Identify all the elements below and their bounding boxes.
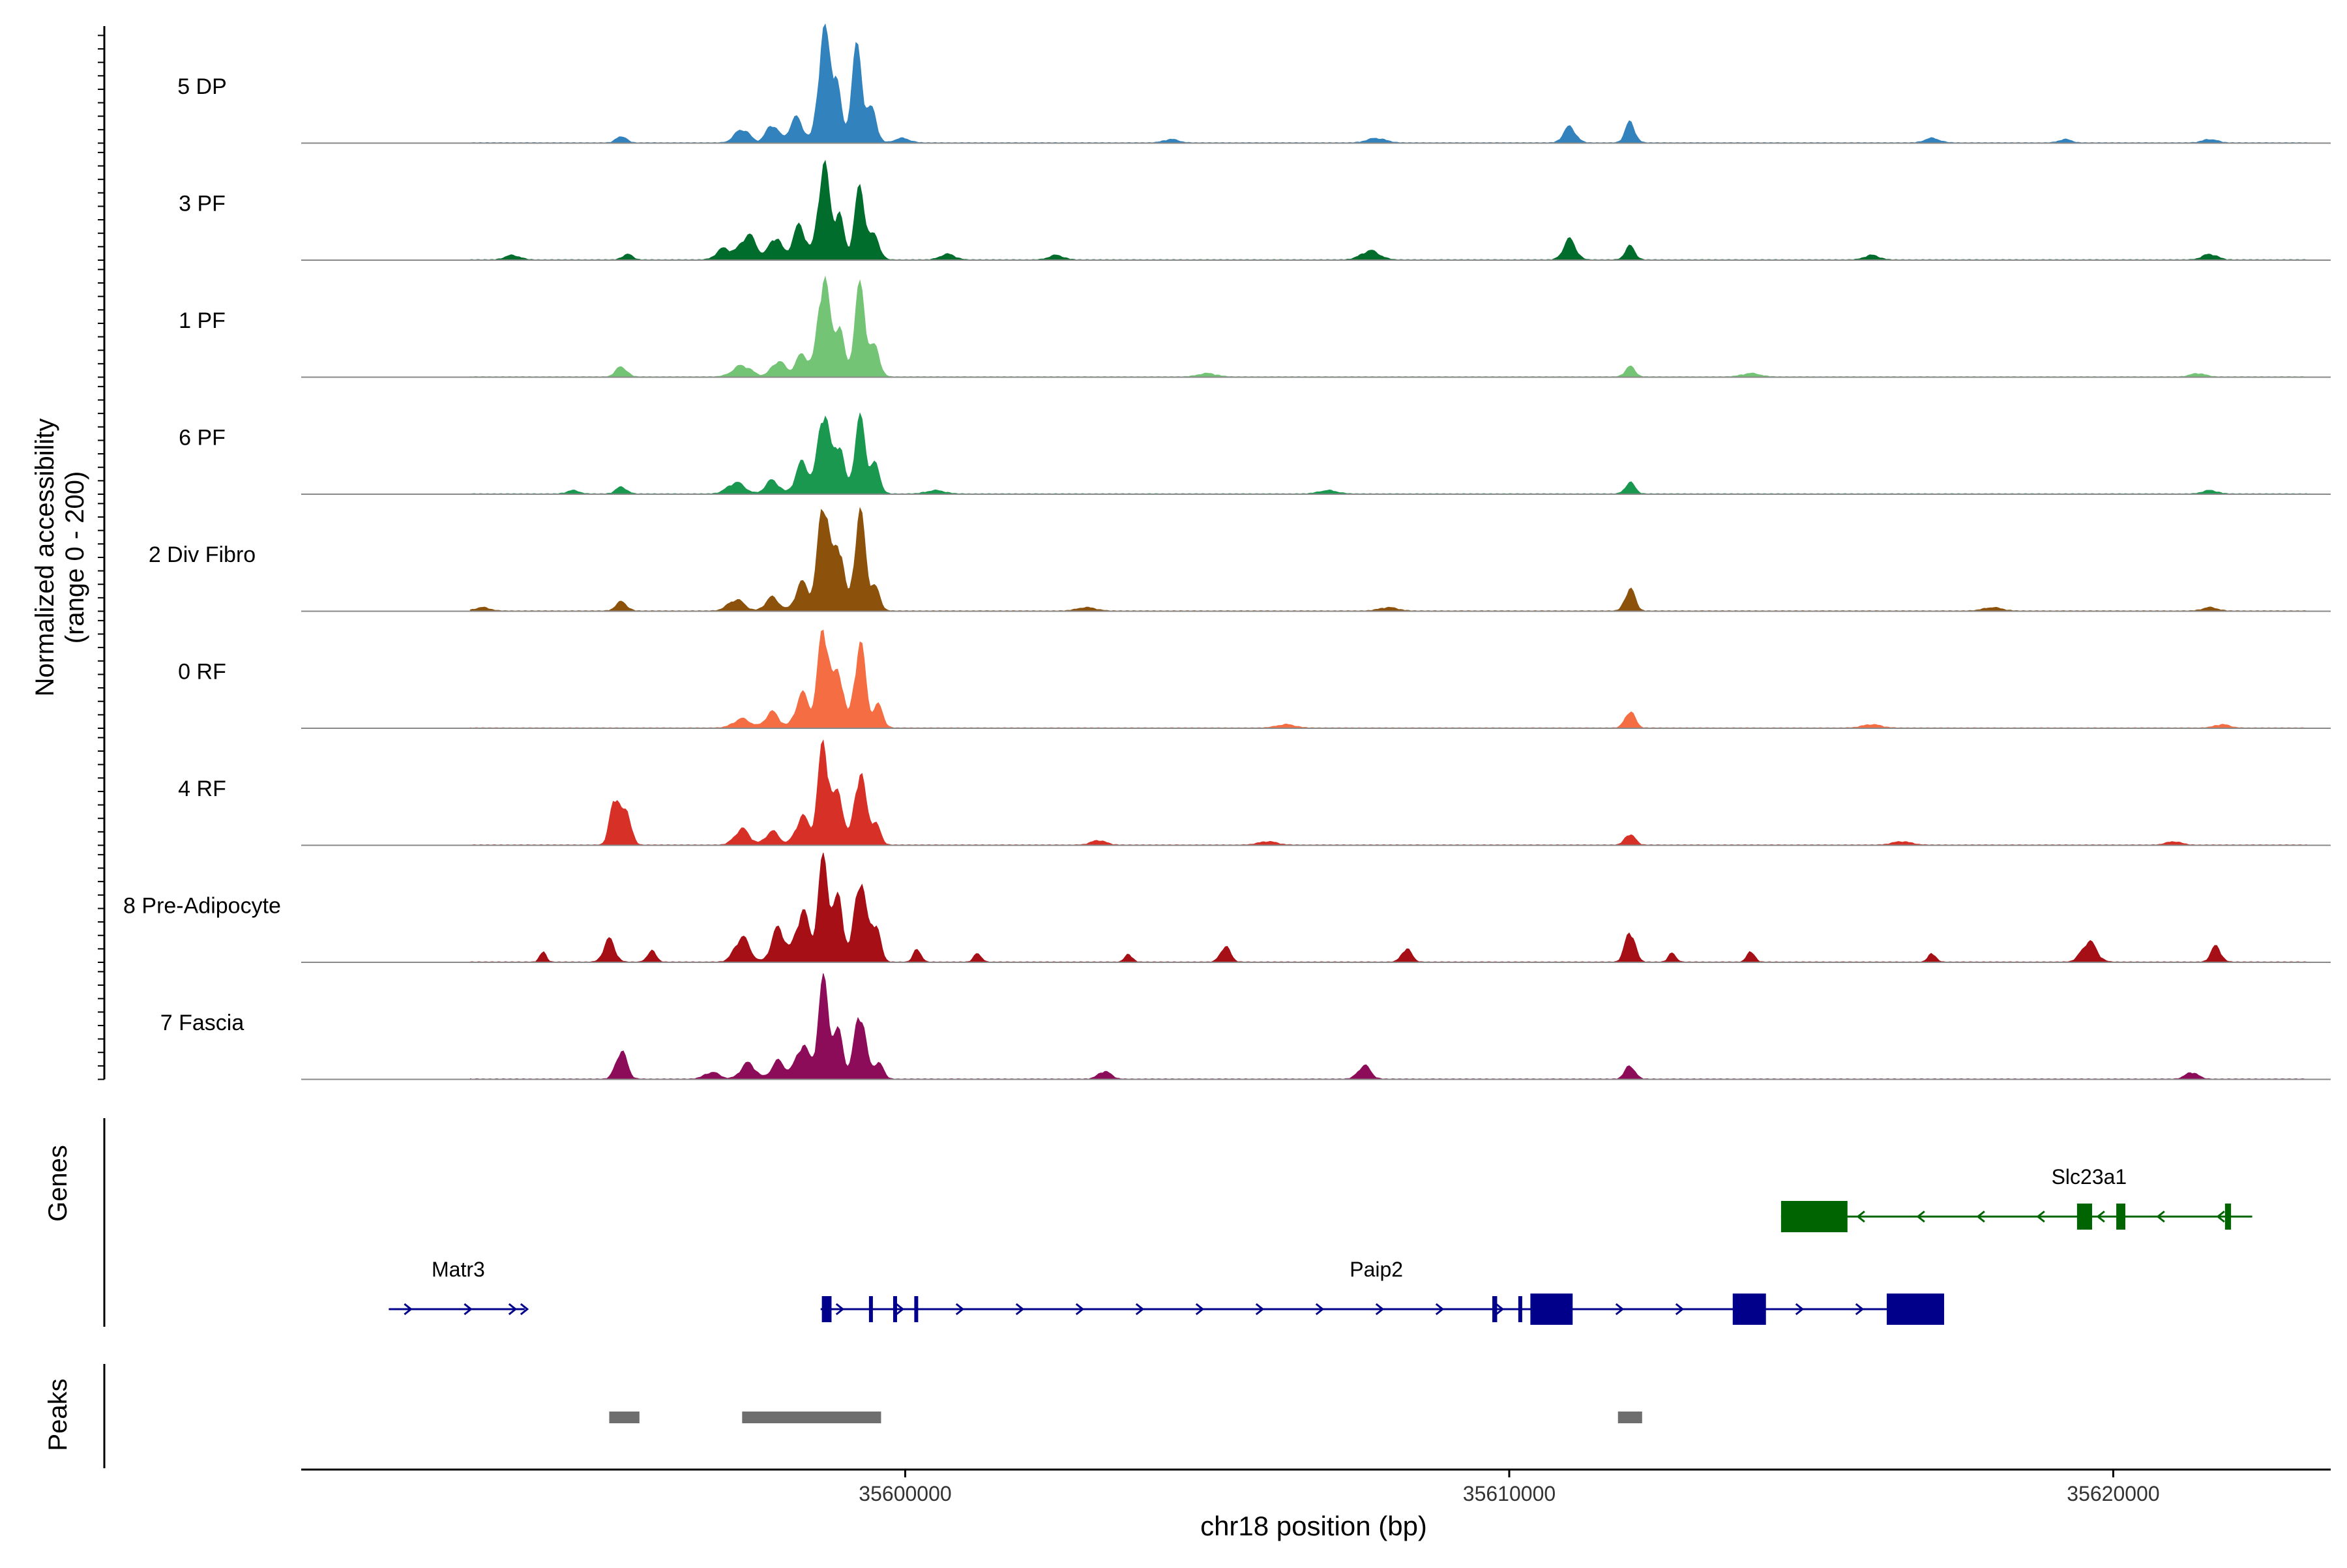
strand-chevron xyxy=(1855,1303,1865,1316)
y-axis-range-label: (range 0 - 200) xyxy=(61,471,89,644)
strand-chevron xyxy=(2216,1210,2225,1223)
coverage-track: 6 PF xyxy=(179,412,2331,495)
peak-region xyxy=(609,1412,640,1423)
gene-exon xyxy=(914,1296,919,1322)
y-axis-label: Normalized accessibility xyxy=(31,419,59,697)
gene-exon xyxy=(2116,1204,2125,1230)
coverage-track: 7 Fascia xyxy=(160,973,2331,1080)
coverage-area xyxy=(469,739,2307,846)
x-tick-label: 35620000 xyxy=(2067,1482,2159,1505)
gene-label: Paip2 xyxy=(1350,1258,1403,1281)
track-label: 5 DP xyxy=(177,74,227,99)
strand-chevron xyxy=(955,1303,965,1316)
strand-chevron xyxy=(1856,1210,1865,1223)
y-axis-title: Normalized accessibility (range 0 - 200) xyxy=(31,419,89,697)
coverage-area xyxy=(469,852,2307,963)
gene-exon xyxy=(2076,1204,2093,1230)
strand-chevron xyxy=(1495,1303,1505,1316)
gene-exon xyxy=(1518,1296,1522,1322)
strand-chevron xyxy=(1195,1303,1205,1316)
track-label: 2 Div Fibro xyxy=(149,542,256,567)
strand-chevron xyxy=(1075,1303,1085,1316)
track-label: 1 PF xyxy=(179,308,226,333)
strand-chevron xyxy=(835,1303,845,1316)
gene-exon xyxy=(2224,1204,2232,1230)
strand-chevron xyxy=(1675,1303,1685,1316)
coverage-area xyxy=(469,507,2307,612)
strand-chevron xyxy=(404,1303,413,1316)
strand-chevron xyxy=(1795,1303,1805,1316)
strand-chevron xyxy=(2036,1210,2045,1223)
coverage-track: 2 Div Fibro xyxy=(149,507,2331,612)
strand-chevron xyxy=(1976,1210,1985,1223)
gene-model: Slc23a1 xyxy=(1780,1165,2252,1232)
coverage-area xyxy=(469,275,2307,378)
gene-exon xyxy=(1530,1294,1573,1325)
track-label: 4 RF xyxy=(178,777,226,801)
gene-model: Paip2 xyxy=(820,1258,1945,1325)
coverage-area xyxy=(470,23,2307,144)
gene-label: Slc23a1 xyxy=(2052,1165,2127,1189)
x-axis-label: chr18 position (bp) xyxy=(1200,1511,1427,1541)
strand-chevron xyxy=(1615,1303,1625,1316)
coverage-track: 5 DP xyxy=(177,23,2331,144)
coverage-track: 8 Pre-Adipocyte xyxy=(123,852,2331,963)
strand-chevron xyxy=(1435,1303,1445,1316)
gene-exon xyxy=(821,1296,832,1322)
gene-exon xyxy=(1492,1296,1498,1322)
gene-exon xyxy=(1780,1201,1848,1232)
x-axis: 35600000 35610000 35620000 xyxy=(301,1468,2331,1505)
coverage-track: 0 RF xyxy=(178,629,2331,729)
strand-chevron xyxy=(1135,1303,1145,1316)
coverage-area xyxy=(469,412,2307,495)
track-label: 3 PF xyxy=(179,192,226,216)
peak-region xyxy=(1617,1412,1642,1423)
strand-chevron xyxy=(1315,1303,1325,1316)
coverage-track: 1 PF xyxy=(179,275,2331,378)
strand-chevron xyxy=(508,1303,518,1316)
coverage-track: 3 PF xyxy=(179,159,2331,261)
track-label: 0 RF xyxy=(178,660,226,685)
track-label: 6 PF xyxy=(179,426,226,451)
coverage-area xyxy=(469,159,2307,261)
strand-chevron xyxy=(1916,1210,1925,1223)
gene-label: Matr3 xyxy=(432,1258,485,1281)
gene-exon xyxy=(1887,1294,1945,1325)
gene-exon xyxy=(1732,1294,1766,1325)
coverage-area xyxy=(469,629,2307,729)
strand-chevron xyxy=(1255,1303,1265,1316)
x-tick-label: 35600000 xyxy=(859,1482,951,1505)
strand-chevron xyxy=(895,1303,905,1316)
track-label: 7 Fascia xyxy=(160,1011,244,1035)
coverage-track: 4 RF xyxy=(178,739,2331,846)
strand-chevron xyxy=(520,1303,529,1316)
strand-chevron xyxy=(2096,1210,2105,1223)
coverage-area xyxy=(469,973,2307,1080)
peaks-track-label: Peaks xyxy=(44,1378,72,1451)
y-axis-ticks xyxy=(98,26,106,1080)
gene-annotation-track: Matr3 Paip2 Slc23a1 xyxy=(103,1118,2252,1327)
strand-chevron xyxy=(464,1303,473,1316)
strand-chevron xyxy=(2156,1210,2165,1223)
x-tick-label: 35610000 xyxy=(1463,1482,1556,1505)
track-label: 8 Pre-Adipocyte xyxy=(123,894,281,919)
gene-exon xyxy=(893,1296,897,1322)
strand-chevron xyxy=(1015,1303,1025,1316)
coverage-tracks: 5 DP 3 PF 1 PF 6 PF 2 Div Fibro 0 RF 4 RF 8 Pre… xyxy=(98,23,2331,1080)
strand-chevron xyxy=(1375,1303,1385,1316)
gene-exon xyxy=(868,1296,873,1322)
genes-track-label: Genes xyxy=(44,1145,72,1222)
gene-model: Matr3 xyxy=(389,1258,529,1316)
peak-track xyxy=(103,1364,1642,1468)
peak-region xyxy=(742,1412,881,1423)
